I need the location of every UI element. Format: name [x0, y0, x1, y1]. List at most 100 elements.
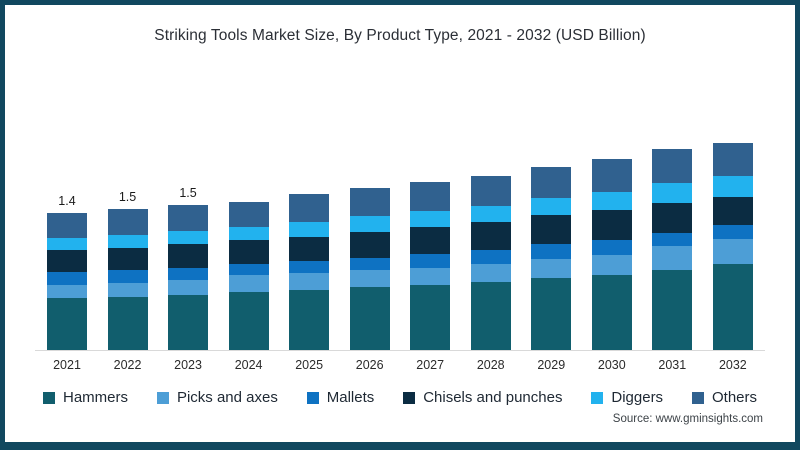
bar-segment-2029-diggers: [531, 197, 572, 216]
legend-swatch-icon: [43, 391, 55, 404]
bar-slot-2021: 1.4: [47, 194, 87, 350]
bar-segment-2022-hammers: [107, 296, 148, 350]
bar-segment-2023-diggers: [168, 230, 209, 245]
bar-segment-2021-mallets: [47, 272, 87, 286]
bar-segment-2029-hammers: [531, 278, 572, 350]
stacked-bar-2029: [531, 166, 572, 350]
x-axis-label-2023: 2023: [174, 358, 202, 372]
bar-segment-2029-mallets: [531, 244, 572, 259]
x-labels-row: 2021 2022 2023 2024 2025 2026 2027 2028 2029 2030…: [35, 351, 765, 377]
bar-segment-2026-others: [349, 188, 390, 217]
bar-segment-2031-others: [652, 149, 693, 184]
stacked-bar-2023: [168, 204, 209, 350]
chart-title: Striking Tools Market Size, By Product T…: [154, 27, 646, 44]
bars-row: 1.4 1.5 1.5: [35, 109, 765, 351]
bar-segment-2024-hammers: [228, 291, 269, 350]
bar-total-label-2023: 1.5: [179, 185, 197, 200]
stacked-bar-2030: [591, 158, 632, 350]
bar-segment-2030-picks-and-axes: [591, 254, 632, 276]
bar-slot-2023: 1.5: [168, 185, 209, 350]
x-axis-label-2029: 2029: [537, 358, 566, 372]
chart-area: 1.4 1.5 1.5 2021 2022 2023 2024 2025 2026 2027 20…: [35, 109, 765, 377]
bar-segment-2032-others: [712, 142, 753, 176]
bar-segment-2025-diggers: [289, 222, 330, 237]
legend: Hammers Picks and axes Mallets Chisels and …: [43, 389, 757, 406]
legend-item-hammers: Hammers: [43, 389, 128, 406]
bar-segment-2024-diggers: [228, 226, 269, 241]
bar-segment-2028-chisels-and-punches: [470, 222, 511, 251]
legend-label: Others: [711, 389, 757, 406]
stacked-bar-2022: [107, 209, 148, 350]
bar-slot-2030: [591, 158, 632, 350]
stacked-bar-2021: [47, 213, 87, 350]
legend-swatch-icon: [691, 391, 704, 404]
bar-segment-2030-chisels-and-punches: [591, 210, 632, 241]
stacked-bar-2031: [652, 149, 693, 350]
bar-segment-2024-mallets: [228, 263, 269, 276]
bar-segment-2027-picks-and-axes: [410, 267, 451, 285]
x-axis-label-2032: 2032: [718, 358, 747, 372]
bar-segment-2029-chisels-and-punches: [531, 215, 572, 245]
bar-segment-2026-chisels-and-punches: [349, 231, 390, 258]
bar-segment-2032-mallets: [712, 224, 753, 240]
bar-segment-2031-chisels-and-punches: [652, 202, 693, 233]
bar-segment-2031-picks-and-axes: [652, 246, 693, 270]
bar-segment-2025-others: [289, 193, 330, 223]
bar-slot-2028: [470, 176, 511, 350]
legend-label: Mallets: [326, 389, 375, 406]
bar-slot-2022: 1.5: [107, 190, 148, 350]
bar-slot-2032: [712, 142, 753, 350]
stacked-bar-2032: [712, 142, 753, 350]
bar-slot-2027: [410, 182, 451, 350]
bar-segment-2032-hammers: [712, 263, 753, 350]
x-axis-label-2031: 2031: [658, 358, 687, 372]
bar-segment-2028-picks-and-axes: [470, 263, 511, 283]
bar-segment-2021-picks-and-axes: [47, 285, 87, 298]
bar-total-label-2021: 1.4: [58, 194, 76, 209]
bar-slot-2024: [228, 201, 269, 350]
stacked-bar-2025: [289, 193, 330, 350]
source-attribution: Source: www.gminsights.com: [612, 413, 763, 425]
x-axis-label-2025: 2025: [295, 358, 324, 372]
bar-segment-2023-others: [168, 204, 209, 231]
x-axis-label-2022: 2022: [113, 358, 142, 372]
bar-segment-2029-picks-and-axes: [531, 258, 572, 279]
legend-item-diggers: Diggers: [591, 389, 663, 406]
bar-segment-2027-others: [410, 182, 451, 212]
bar-segment-2026-picks-and-axes: [349, 270, 390, 287]
bar-segment-2023-hammers: [168, 294, 209, 350]
bar-segment-2028-diggers: [470, 205, 511, 223]
legend-swatch-icon: [156, 391, 169, 404]
stacked-bar-2026: [349, 188, 390, 350]
bar-segment-2030-hammers: [591, 275, 632, 350]
legend-swatch-icon: [591, 391, 604, 404]
x-axis-label-2030: 2030: [597, 358, 626, 372]
bar-segment-2030-others: [591, 158, 632, 192]
legend-label: Hammers: [63, 389, 129, 406]
bar-segment-2022-others: [107, 209, 148, 235]
stacked-bar-2028: [470, 176, 511, 350]
bar-segment-2031-mallets: [652, 232, 693, 247]
bar-segment-2021-chisels-and-punches: [47, 250, 87, 273]
bar-slot-2031: [652, 149, 693, 350]
legend-swatch-icon: [306, 391, 319, 404]
bar-segment-2021-others: [47, 213, 87, 238]
stacked-bar-2024: [228, 201, 269, 350]
bar-segment-2025-hammers: [289, 289, 330, 350]
legend-item-chisels-and-punches: Chisels and punches: [403, 389, 562, 406]
bar-segment-2025-mallets: [289, 260, 330, 274]
legend-swatch-icon: [403, 391, 416, 404]
bar-segment-2025-chisels-and-punches: [289, 236, 330, 261]
bar-segment-2022-picks-and-axes: [107, 283, 148, 297]
bar-segment-2031-diggers: [652, 183, 693, 203]
x-axis-label-2021: 2021: [53, 358, 81, 372]
bar-segment-2022-diggers: [107, 234, 148, 249]
bar-segment-2024-picks-and-axes: [228, 275, 269, 292]
bar-segment-2026-hammers: [349, 286, 390, 350]
stacked-bar-2027: [410, 182, 451, 350]
bar-segment-2026-mallets: [349, 257, 390, 271]
bar-segment-2023-chisels-and-punches: [168, 244, 209, 268]
bar-segment-2029-others: [531, 166, 572, 198]
bar-segment-2032-picks-and-axes: [712, 239, 753, 264]
